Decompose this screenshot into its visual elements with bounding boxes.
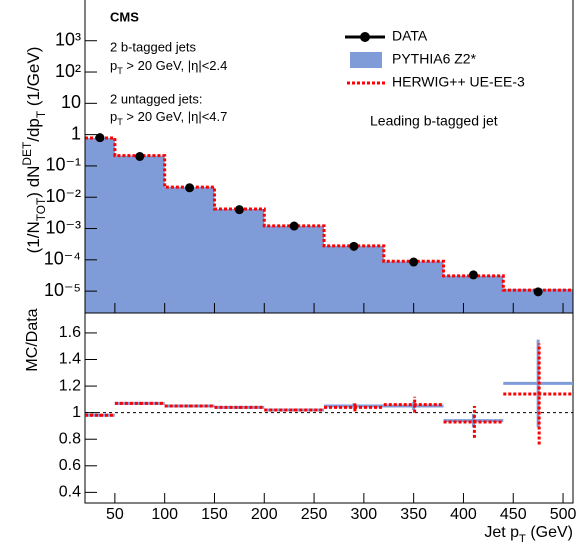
cut-label: pT > 20 GeV, |η|<2.4 — [110, 58, 227, 76]
y-tick-label: 1 — [72, 404, 81, 421]
data-point — [185, 183, 195, 193]
observable-label: Leading b-tagged jet — [370, 113, 498, 129]
y-axis-label: (1/NTOT) dNDET/dpT (1/GeV) — [20, 47, 48, 254]
cut-label: pT > 20 GeV, |η|<4.7 — [110, 109, 227, 127]
y-tick-label: 0.8 — [59, 430, 81, 447]
data-point — [234, 205, 244, 215]
x-tick-label: 350 — [400, 506, 427, 523]
data-point — [135, 152, 145, 161]
data-point — [409, 257, 419, 267]
y-tick-label: 10⁻³ — [45, 217, 81, 237]
cut-label-part: > 20 GeV, |η|<2.4 — [123, 58, 228, 73]
legend-label: HERWIG++ UE-EE-3 — [392, 74, 525, 90]
legend-marker — [360, 32, 370, 42]
data-point — [533, 287, 543, 297]
mc-area — [85, 137, 573, 313]
x-axis-label: Jet pT (GeV) — [484, 524, 573, 543]
legend-label: DATA — [392, 28, 428, 44]
y-tick-label: 1 — [71, 123, 81, 143]
ratio-y-label: MC/Data — [24, 308, 41, 371]
x-axis-label-part: Jet p — [484, 524, 519, 541]
y-tick-label: 10³ — [55, 29, 81, 49]
y-tick-label: 0.4 — [59, 484, 81, 501]
data-point — [349, 241, 359, 251]
x-tick-label: 400 — [450, 506, 477, 523]
legend-label: PYTHIA6 Z2* — [392, 51, 477, 67]
y-tick-label: 10 — [61, 92, 81, 112]
cut-label-part: p — [110, 58, 117, 73]
y-tick-label: 1.2 — [59, 377, 81, 394]
y-axis-label-part: T — [34, 111, 48, 118]
y-axis-label-part: (1/N — [24, 221, 43, 253]
x-tick-label: 150 — [201, 506, 228, 523]
y-axis-label-part: ) dN — [24, 166, 43, 198]
y-tick-label: 10⁻⁵ — [44, 280, 81, 300]
x-tick-label: 250 — [301, 506, 328, 523]
y-tick-label: 10⁻⁴ — [44, 249, 81, 269]
y-tick-label: 10⁻² — [45, 186, 81, 206]
cut-label-part: T — [117, 66, 123, 76]
legend-marker — [350, 52, 382, 68]
y-axis-label-part: (1/GeV) — [24, 47, 43, 111]
x-tick-label: 500 — [550, 506, 577, 523]
cut-label-part: p — [110, 109, 117, 124]
data-point — [95, 133, 105, 143]
x-tick-label: 450 — [500, 506, 527, 523]
y-axis-label-part: DET — [20, 142, 34, 166]
y-tick-label: 10² — [55, 61, 81, 81]
data-point — [289, 221, 299, 231]
selection-label: 2 untagged jets: — [110, 91, 203, 106]
y-tick-label: 10⁻¹ — [45, 155, 81, 175]
data-point — [468, 270, 478, 280]
y-tick-label: 1.4 — [59, 351, 81, 368]
y-axis-label-part: TOT — [34, 198, 48, 222]
x-axis-label-part: T — [519, 533, 526, 543]
y-axis-label-part: /dp — [24, 118, 43, 142]
cut-label-part: T — [117, 117, 123, 127]
x-tick-label: 100 — [151, 506, 178, 523]
cut-label-part: > 20 GeV, |η|<4.7 — [123, 109, 228, 124]
x-tick-label: 50 — [106, 506, 124, 523]
x-tick-label: 300 — [351, 506, 378, 523]
selection-label: 2 b-tagged jets — [110, 39, 197, 54]
frame — [84, 312, 574, 504]
x-axis-label-part: (GeV) — [526, 524, 573, 541]
y-tick-label: 1.6 — [59, 324, 81, 341]
experiment-label: CMS — [110, 9, 139, 24]
y-tick-label: 0.6 — [59, 457, 81, 474]
x-tick-label: 200 — [251, 506, 278, 523]
